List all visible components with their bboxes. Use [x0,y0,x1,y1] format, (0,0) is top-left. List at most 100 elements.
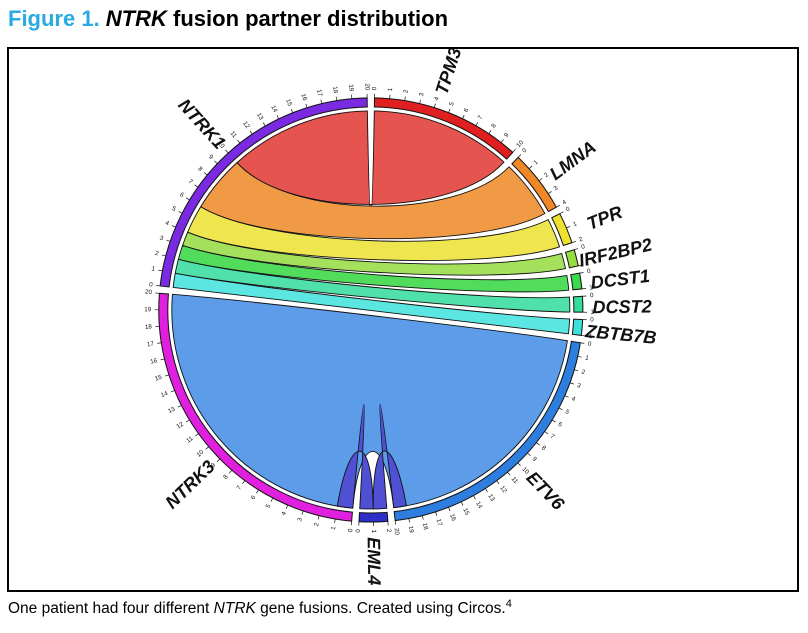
tick [559,211,564,214]
tick-label: 4 [280,510,288,516]
tick-label: 18 [421,522,430,531]
tick-label: 4 [570,395,576,403]
tick-label: 2 [313,522,321,528]
ticks-IRF2BP2: 01 [574,243,590,268]
ribbon-EML4-NTRK3 [336,404,374,510]
caption-text-after: gene fusions. Created using Circos. [255,600,506,618]
tick-label: 2 [402,89,410,94]
tick-label: 19 [144,306,151,313]
tick-label: 7 [549,433,556,441]
tick-label: 0 [371,86,378,90]
tick-label: 14 [474,500,484,510]
tick-label: 4 [433,96,441,102]
tick-label: 5 [564,408,571,416]
ticks-ZBTB7B: 01 [581,316,594,340]
tick [564,395,569,398]
tick [195,433,199,437]
tick-label: 13 [167,405,177,415]
ticks-EML4: 0 1 2 [355,521,392,534]
tick-label: 9 [210,461,218,469]
tick-label: 12 [498,485,508,495]
tick [161,254,166,257]
ticks-TPR: 012 [559,205,584,244]
figure-title-gene: NTRK [105,6,167,31]
tick [249,130,253,135]
segment-arc-NTRK1 [159,97,368,288]
tick-label: 3 [553,184,560,192]
tick-label: 4 [561,198,568,206]
tick-label: 7 [187,178,194,186]
tick [408,518,410,523]
tick [158,269,163,272]
tick [473,495,476,500]
tick [334,518,336,524]
tick [460,501,464,506]
tick-label: 0 [580,243,586,251]
tick-label: 12 [241,120,251,130]
caption-gene: NTRK [213,600,256,618]
figure-caption: One patient had four different NTRK gene… [8,598,512,618]
tick [528,165,533,169]
tick [548,191,552,194]
tick [276,115,280,120]
tick [290,108,294,113]
tick-label: 6 [557,421,564,429]
tick-label: 10 [195,449,205,459]
segment-arc-NTRK3 [158,292,353,522]
ticks-DCST1: 01 [579,268,594,292]
tick-label: 0 [521,147,529,155]
tick-label: 17 [146,340,154,348]
tick [551,419,556,423]
tick-label: 9 [503,131,511,138]
tick [496,480,500,485]
tick-label: 10 [216,140,226,150]
segment-arc-TPR [551,212,573,247]
tick-label: 1 [584,355,589,363]
tick [421,515,424,520]
gene-label-LMNA: LMNA [546,137,600,184]
tick [500,139,504,143]
tick [165,374,170,377]
tick [558,407,563,411]
tick-label: 14 [160,390,170,399]
gene-label-NTRK3: NTRK3 [161,456,218,512]
tick-label: 20 [393,528,401,536]
tick-label: 8 [540,445,547,453]
tick-label: 5 [265,503,273,510]
tick-label: 1 [151,265,156,273]
tick [256,489,259,494]
tick [205,446,209,450]
tick-label: 10 [515,139,525,149]
tick [178,211,183,214]
tick [203,172,208,176]
ribbon-EML4-ETV6 [372,403,407,510]
tick [185,197,190,201]
tick-label: 18 [331,86,339,94]
tick-label: 0 [347,528,354,533]
gene-label-TPR: TPR [584,202,625,234]
tick [335,96,338,101]
tick-label: 5 [448,101,456,107]
tick-label: 7 [477,114,485,121]
segment-arc-EML4 [358,511,389,523]
tick [404,96,406,101]
segment-arc-TPM3 [373,97,514,160]
tick [527,452,531,456]
tick-label: 16 [448,513,457,523]
tick-label: 16 [150,357,159,366]
tick-label: 8 [222,473,230,481]
segment-arc-IRF2BP2 [564,249,579,269]
figure-title-rest: fusion partner distribution [166,6,449,31]
tick [538,178,543,182]
tick [225,149,229,154]
gene-label-DCST1: DCST1 [590,266,651,293]
tick [580,342,585,344]
tick [317,515,320,520]
tick-label: 9 [207,154,215,162]
tick [517,462,521,467]
gene-label-NTRK1: NTRK1 [174,95,229,153]
tick-label: 0 [587,340,592,348]
tick-label: 8 [196,165,204,173]
